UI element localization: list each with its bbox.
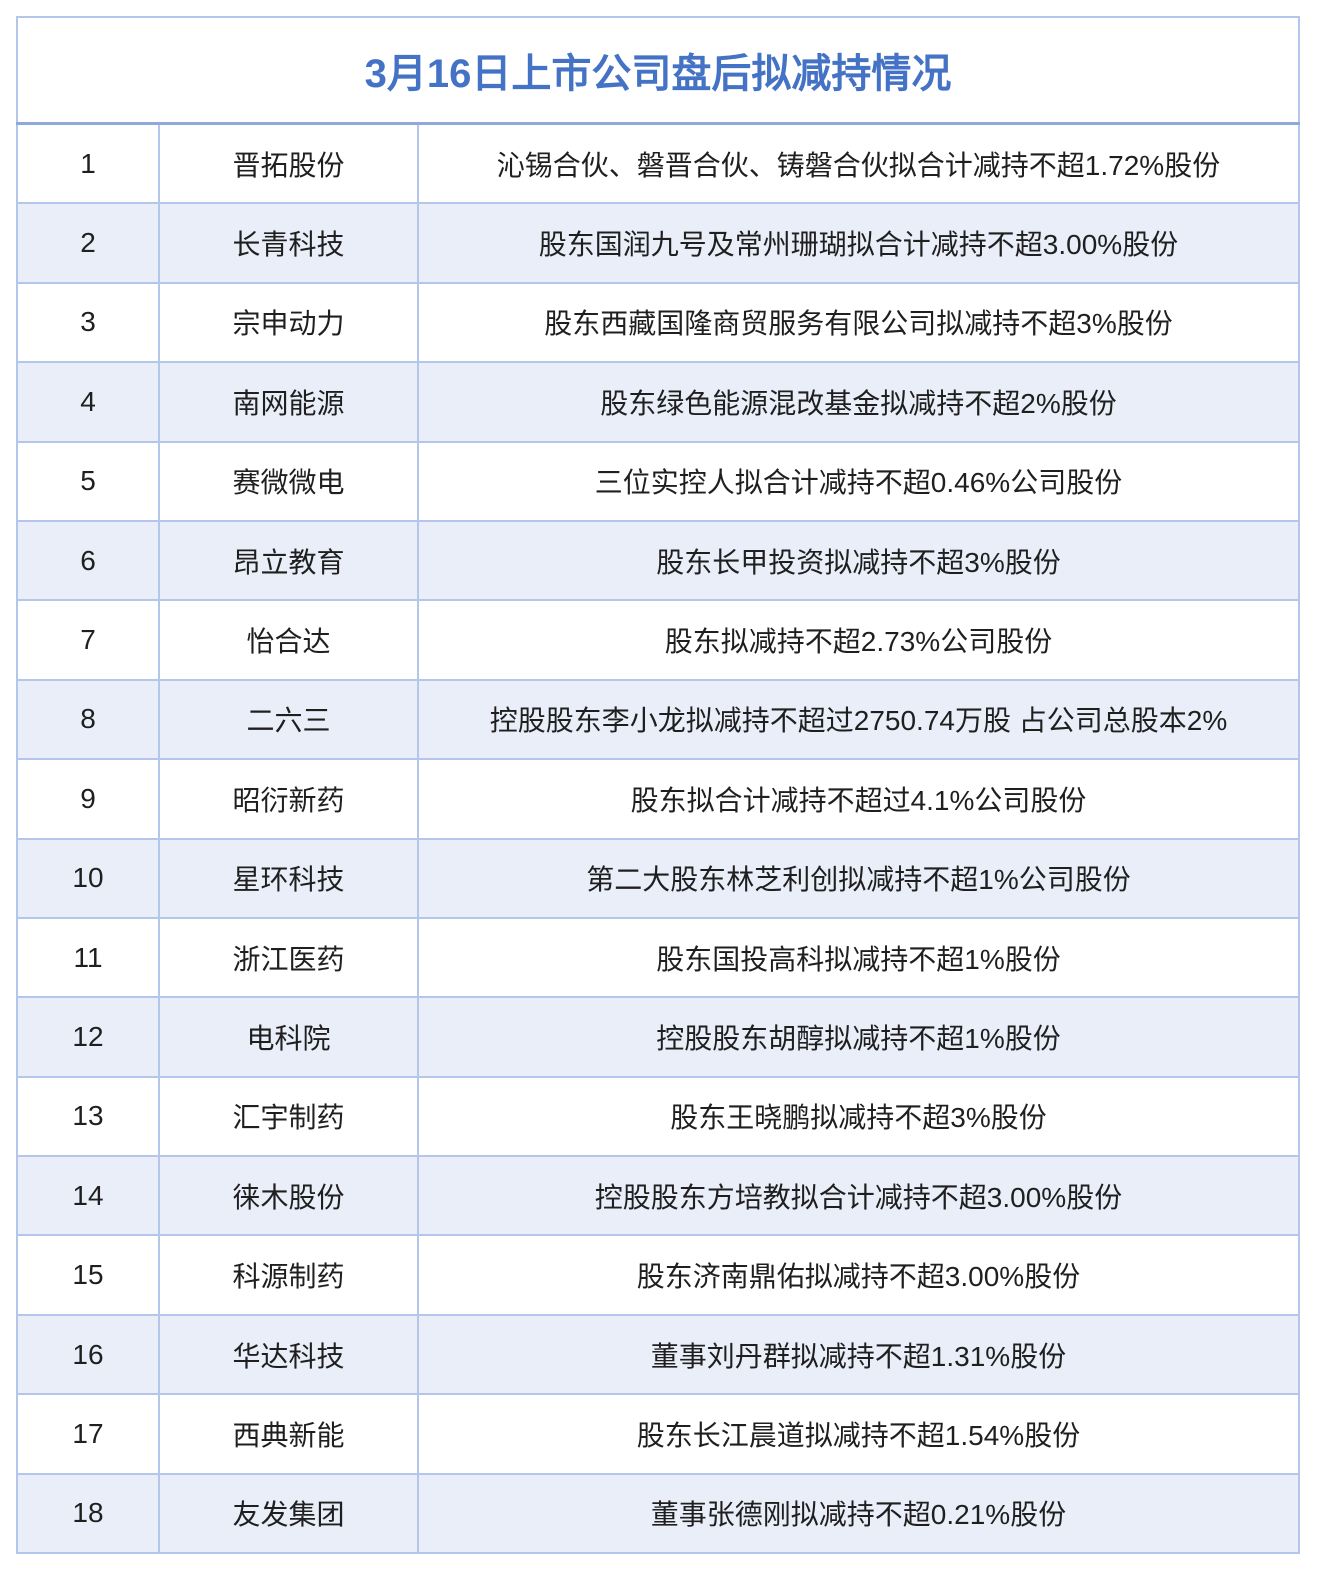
company-name: 昂立教育 <box>158 519 419 602</box>
description: 股东绿色能源混改基金拟减持不超2%股份 <box>417 361 1300 443</box>
company-name: 汇宇制药 <box>158 1075 419 1158</box>
description: 控股股东胡醇拟减持不超1%股份 <box>417 996 1300 1078</box>
table-container: 3月16日上市公司盘后拟减持情况 1 晋拓股份 沁锡合伙、磐晋合伙、铸磐合伙拟合计减… <box>16 16 1300 1555</box>
row-number: 5 <box>16 440 160 522</box>
description: 控股股东方培教拟合计减持不超3.00%股份 <box>417 1155 1300 1237</box>
description: 股东拟减持不超2.73%公司股份 <box>417 599 1300 681</box>
table-row: 17 西典新能 股东长江晨道拟减持不超1.54%股份 <box>16 1393 1300 1475</box>
description: 沁锡合伙、磐晋合伙、铸磐合伙拟合计减持不超1.72%股份 <box>417 122 1300 205</box>
table-row: 14 徕木股份 控股股东方培教拟合计减持不超3.00%股份 <box>16 1155 1300 1237</box>
title-row: 3月16日上市公司盘后拟减持情况 <box>16 16 1300 125</box>
description: 股东长江晨道拟减持不超1.54%股份 <box>417 1393 1300 1475</box>
company-name: 南网能源 <box>158 361 419 443</box>
description: 股东国投高科拟减持不超1%股份 <box>417 916 1300 999</box>
table-row: 16 华达科技 董事刘丹群拟减持不超1.31%股份 <box>16 1313 1300 1396</box>
description: 股东王晓鹏拟减持不超3%股份 <box>417 1075 1300 1158</box>
row-number: 11 <box>16 916 160 999</box>
row-number: 15 <box>16 1234 160 1316</box>
company-name: 赛微微电 <box>158 440 419 522</box>
company-name: 电科院 <box>158 996 419 1078</box>
row-number: 4 <box>16 361 160 443</box>
row-number: 14 <box>16 1155 160 1237</box>
description: 股东济南鼎佑拟减持不超3.00%股份 <box>417 1234 1300 1316</box>
row-number: 16 <box>16 1313 160 1396</box>
company-name: 二六三 <box>158 678 419 761</box>
table-row: 7 怡合达 股东拟减持不超2.73%公司股份 <box>16 599 1300 681</box>
table-row: 15 科源制药 股东济南鼎佑拟减持不超3.00%股份 <box>16 1234 1300 1316</box>
table-row: 3 宗申动力 股东西藏国隆商贸服务有限公司拟减持不超3%股份 <box>16 281 1300 364</box>
description: 第二大股东林芝利创拟减持不超1%公司股份 <box>417 837 1300 919</box>
company-name: 友发集团 <box>158 1472 419 1555</box>
company-name: 星环科技 <box>158 837 419 919</box>
table-title: 3月16日上市公司盘后拟减持情况 <box>16 16 1300 125</box>
table-row: 2 长青科技 股东国润九号及常州珊瑚拟合计减持不超3.00%股份 <box>16 202 1300 284</box>
company-name: 宗申动力 <box>158 281 419 364</box>
description: 董事刘丹群拟减持不超1.31%股份 <box>417 1313 1300 1396</box>
description: 三位实控人拟合计减持不超0.46%公司股份 <box>417 440 1300 522</box>
row-number: 9 <box>16 758 160 840</box>
row-number: 12 <box>16 996 160 1078</box>
table: 3月16日上市公司盘后拟减持情况 1 晋拓股份 沁锡合伙、磐晋合伙、铸磐合伙拟合计减… <box>16 16 1300 1555</box>
table-row: 18 友发集团 董事张德刚拟减持不超0.21%股份 <box>16 1472 1300 1555</box>
table-row: 4 南网能源 股东绿色能源混改基金拟减持不超2%股份 <box>16 361 1300 443</box>
row-number: 18 <box>16 1472 160 1555</box>
row-number: 17 <box>16 1393 160 1475</box>
company-name: 华达科技 <box>158 1313 419 1396</box>
table-row: 1 晋拓股份 沁锡合伙、磐晋合伙、铸磐合伙拟合计减持不超1.72%股份 <box>16 122 1300 205</box>
table-row: 12 电科院 控股股东胡醇拟减持不超1%股份 <box>16 996 1300 1078</box>
description: 股东长甲投资拟减持不超3%股份 <box>417 519 1300 602</box>
description: 董事张德刚拟减持不超0.21%股份 <box>417 1472 1300 1555</box>
company-name: 浙江医药 <box>158 916 419 999</box>
company-name: 徕木股份 <box>158 1155 419 1237</box>
table-row: 5 赛微微电 三位实控人拟合计减持不超0.46%公司股份 <box>16 440 1300 522</box>
company-name: 西典新能 <box>158 1393 419 1475</box>
company-name: 长青科技 <box>158 202 419 284</box>
row-number: 2 <box>16 202 160 284</box>
table-row: 9 昭衍新药 股东拟合计减持不超过4.1%公司股份 <box>16 758 1300 840</box>
description: 股东拟合计减持不超过4.1%公司股份 <box>417 758 1300 840</box>
table-row: 13 汇宇制药 股东王晓鹏拟减持不超3%股份 <box>16 1075 1300 1158</box>
row-number: 13 <box>16 1075 160 1158</box>
table-row: 6 昂立教育 股东长甲投资拟减持不超3%股份 <box>16 519 1300 602</box>
table-body: 1 晋拓股份 沁锡合伙、磐晋合伙、铸磐合伙拟合计减持不超1.72%股份 2 长青科技 股东… <box>16 122 1300 1555</box>
row-number: 10 <box>16 837 160 919</box>
row-number: 8 <box>16 678 160 761</box>
company-name: 科源制药 <box>158 1234 419 1316</box>
row-number: 3 <box>16 281 160 364</box>
row-number: 7 <box>16 599 160 681</box>
table-row: 11 浙江医药 股东国投高科拟减持不超1%股份 <box>16 916 1300 999</box>
row-number: 1 <box>16 122 160 205</box>
company-name: 晋拓股份 <box>158 122 419 205</box>
description: 控股股东李小龙拟减持不超过2750.74万股 占公司总股本2% <box>417 678 1300 761</box>
company-name: 昭衍新药 <box>158 758 419 840</box>
row-number: 6 <box>16 519 160 602</box>
company-name: 怡合达 <box>158 599 419 681</box>
description: 股东国润九号及常州珊瑚拟合计减持不超3.00%股份 <box>417 202 1300 284</box>
table-row: 8 二六三 控股股东李小龙拟减持不超过2750.74万股 占公司总股本2% <box>16 678 1300 761</box>
table-row: 10 星环科技 第二大股东林芝利创拟减持不超1%公司股份 <box>16 837 1300 919</box>
description: 股东西藏国隆商贸服务有限公司拟减持不超3%股份 <box>417 281 1300 364</box>
